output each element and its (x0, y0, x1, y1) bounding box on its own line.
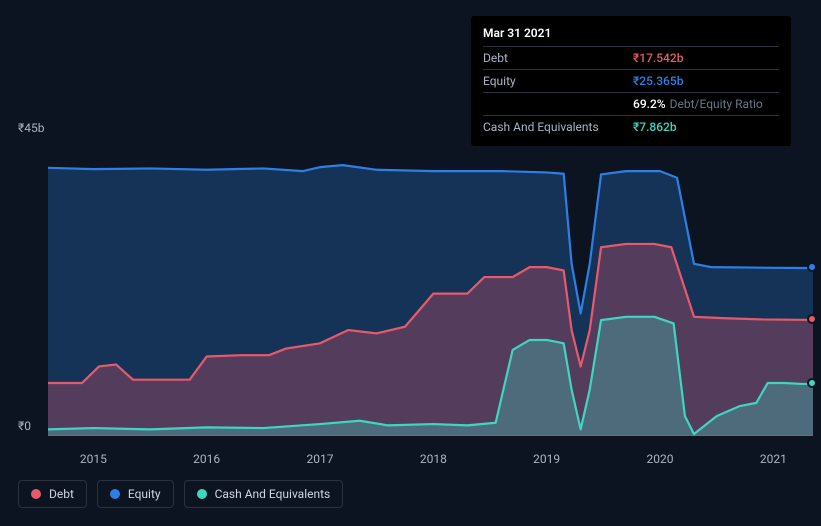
tooltip-row-value: ₹17.542b (633, 49, 683, 67)
tooltip-row-label: Cash And Equivalents (483, 118, 633, 136)
x-tick-label: 2016 (193, 452, 220, 466)
legend-item[interactable]: Debt (18, 480, 87, 508)
x-tick-label: 2015 (80, 452, 107, 466)
chart-tooltip: Mar 31 2021 Debt₹17.542bEquity₹25.365b69… (471, 16, 791, 146)
plot-area[interactable] (48, 138, 813, 436)
legend-label: Debt (49, 487, 74, 501)
tooltip-row-value: 69.2% (633, 95, 666, 113)
legend-item[interactable]: Cash And Equivalents (184, 480, 344, 508)
series-end-marker (807, 378, 817, 388)
chart-container: ₹45b ₹0 2015 2016 2017 2018 2019 2020 2021 Mar… (0, 0, 821, 526)
series-end-marker (807, 262, 817, 272)
series-end-marker (807, 314, 817, 324)
tooltip-row-value: ₹25.365b (633, 72, 683, 90)
tooltip-date: Mar 31 2021 (483, 24, 779, 42)
tooltip-row-label: Debt (483, 49, 633, 67)
tooltip-row: 69.2%Debt/Equity Ratio (483, 92, 779, 115)
legend-dot-icon (110, 489, 120, 499)
legend-item[interactable]: Equity (97, 480, 174, 508)
x-tick-label: 2021 (760, 452, 787, 466)
legend-label: Equity (128, 487, 161, 501)
x-tick-label: 2019 (533, 452, 560, 466)
tooltip-row: Debt₹17.542b (483, 46, 779, 69)
tooltip-row: Cash And Equivalents₹7.862b (483, 115, 779, 138)
legend-dot-icon (31, 489, 41, 499)
x-tick-label: 2017 (307, 452, 334, 466)
tooltip-row-suffix: Debt/Equity Ratio (670, 95, 763, 113)
x-tick-label: 2018 (420, 452, 447, 466)
tooltip-row-label: Equity (483, 72, 633, 90)
tooltip-row-label (483, 95, 633, 113)
legend-label: Cash And Equivalents (215, 487, 331, 501)
tooltip-row: Equity₹25.365b (483, 69, 779, 92)
x-tick-label: 2020 (647, 452, 674, 466)
legend: Debt Equity Cash And Equivalents (18, 480, 343, 508)
y-tick-label-bottom: ₹0 (18, 419, 31, 433)
legend-dot-icon (197, 489, 207, 499)
tooltip-row-value: ₹7.862b (633, 118, 677, 136)
y-tick-label-top: ₹45b (18, 121, 44, 135)
